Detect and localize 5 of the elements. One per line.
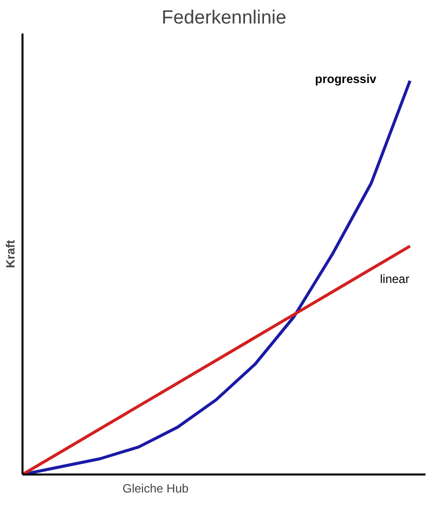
text: progressiv — [315, 72, 377, 86]
y-axis-title: Kraft — [4, 240, 18, 268]
chart-title: Federkennlinie — [162, 8, 286, 28]
text: Gleiche Hub — [122, 482, 189, 496]
series-label: linear — [380, 272, 410, 286]
